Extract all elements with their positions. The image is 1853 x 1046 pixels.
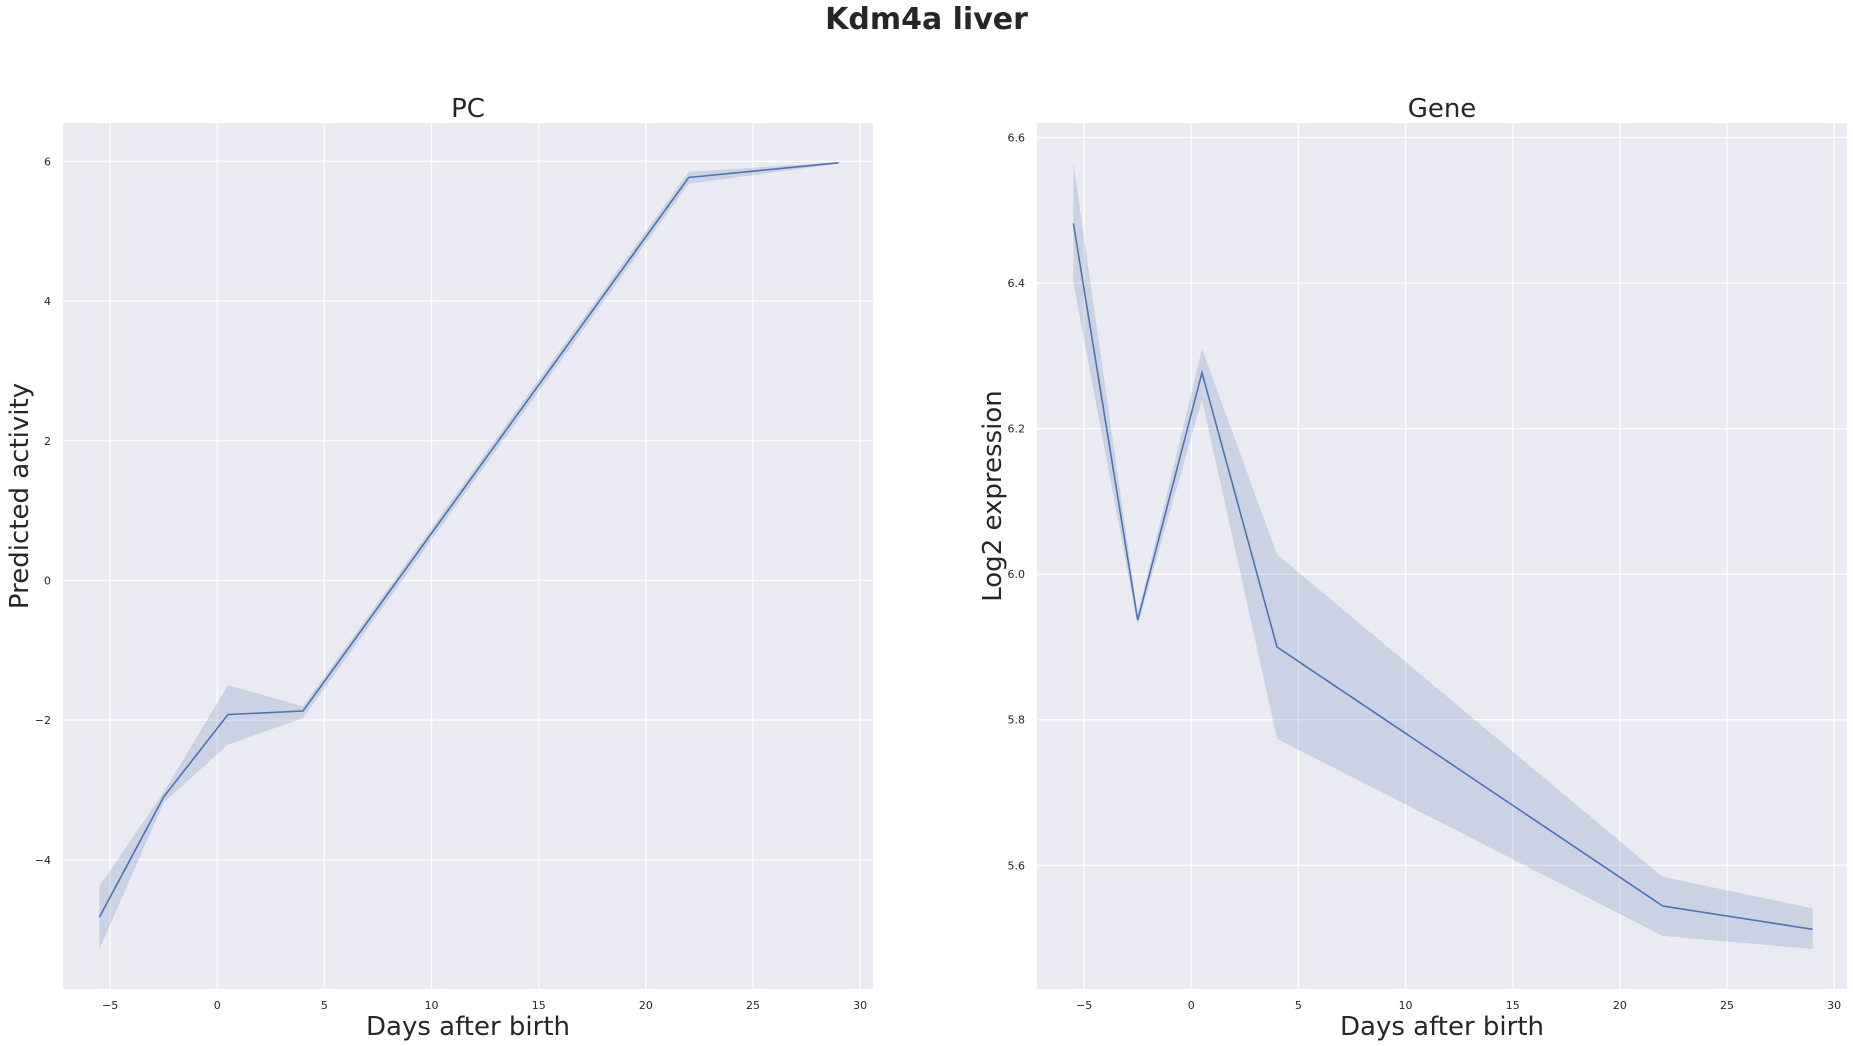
gene-y-tick-label: 6.6 <box>1008 132 1026 145</box>
pc-x-axis-label: Days after birth <box>366 1012 570 1042</box>
gene-series-line <box>1072 223 1813 931</box>
figure-title: Kdm4a liver <box>825 2 1028 37</box>
gene-x-tick-label: 10 <box>1399 999 1413 1012</box>
pc-series-line <box>98 162 839 918</box>
gene-y-axis-label: Log2 expression <box>978 390 1008 602</box>
pc-plot-area <box>63 123 873 989</box>
pc-y-tick-label: 2 <box>44 435 51 448</box>
gene-x-tick-label: 25 <box>1720 999 1734 1012</box>
gene-y-tick-label: 6.4 <box>1008 277 1026 290</box>
gene-x-tick-label: 0 <box>1188 999 1195 1012</box>
pc-x-tick-label: −5 <box>102 999 118 1012</box>
gene-plot-area <box>1037 123 1847 989</box>
gene-x-tick-label: 5 <box>1295 999 1302 1012</box>
pc-y-tick-label: −4 <box>35 854 51 867</box>
pc-x-tick-label: 10 <box>425 999 439 1012</box>
pc-x-tick-label: 15 <box>532 999 546 1012</box>
gene-y-tick-label: 5.6 <box>1008 859 1026 872</box>
pc-title: PC <box>451 94 485 124</box>
pc-x-tick-label: 0 <box>214 999 221 1012</box>
gene-title: Gene <box>1408 94 1477 124</box>
pc-y-axis-label: Predicted activity <box>5 383 35 609</box>
pc-x-tick-label: 30 <box>853 999 867 1012</box>
gene-y-tick-label: 6.0 <box>1008 568 1026 581</box>
pc-x-tick-label: 20 <box>639 999 653 1012</box>
pc-y-tick-label: 4 <box>44 295 51 308</box>
gene-x-tick-label: 30 <box>1827 999 1841 1012</box>
pc-y-tick-label: −2 <box>35 714 51 727</box>
gene-x-axis-label: Days after birth <box>1340 1012 1544 1042</box>
gene-x-tick-label: 15 <box>1506 999 1520 1012</box>
pc-x-tick-label: 5 <box>321 999 328 1012</box>
pc-y-tick-label: 0 <box>44 574 51 587</box>
gene-x-tick-label: −5 <box>1076 999 1092 1012</box>
gene-confidence-band <box>1073 163 1813 949</box>
gene-y-tick-label: 6.2 <box>1008 423 1026 436</box>
gene-x-tick-label: 20 <box>1613 999 1627 1012</box>
pc-y-tick-label: 6 <box>44 155 51 168</box>
pc-x-tick-label: 25 <box>746 999 760 1012</box>
gene-y-tick-label: 5.8 <box>1008 714 1026 727</box>
